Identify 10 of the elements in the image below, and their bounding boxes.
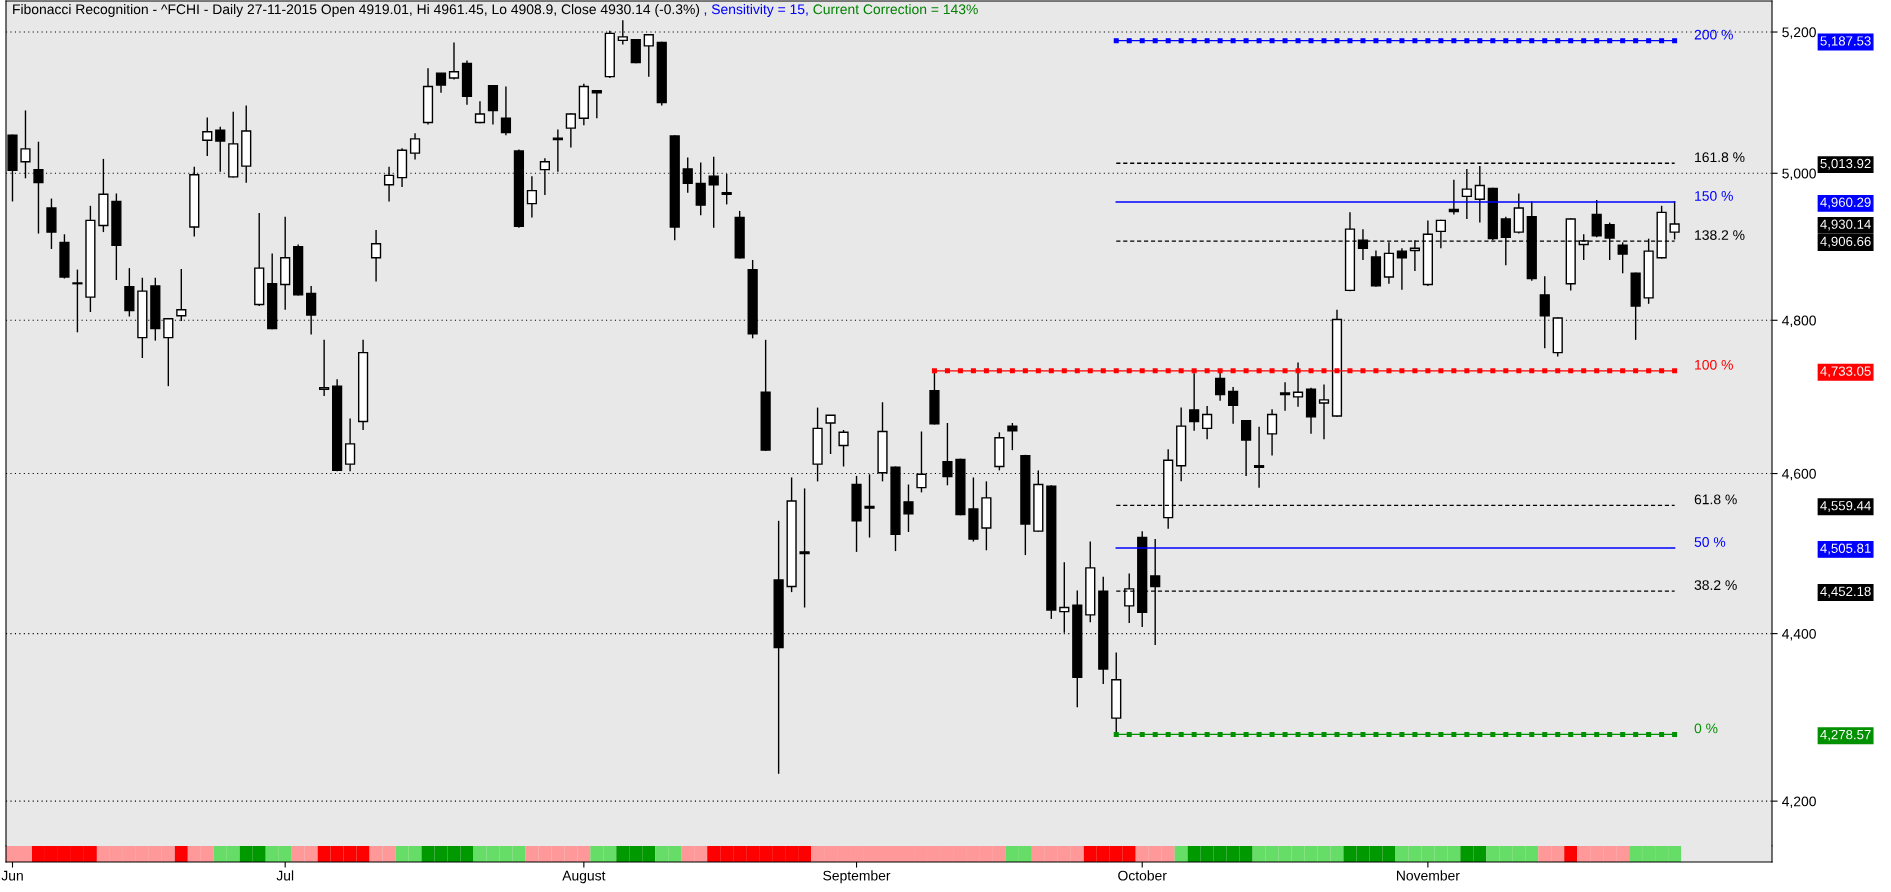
x-tick-label: September — [823, 870, 891, 884]
chart-subtitle: , Sensitivity = 15, — [704, 4, 808, 17]
annotation: Current Correction = 143% — [813, 4, 978, 15]
x-tick-label: Jul — [276, 870, 294, 881]
x-tick-label: Jun — [1, 870, 23, 881]
x-tick-label: October — [1118, 870, 1167, 881]
y-tick-label: 4,200 — [1782, 796, 1816, 808]
chart-title: Fibonacci Recognition - ^FCHI - Daily 27-11-2015 Open 4919.01, Hi 4961.45, Lo 4908.9, Close 4930.14 (-0.3%) — [13, 4, 700, 17]
x-tick-label: August — [562, 870, 606, 884]
x-tick-label: November — [1397, 870, 1460, 881]
